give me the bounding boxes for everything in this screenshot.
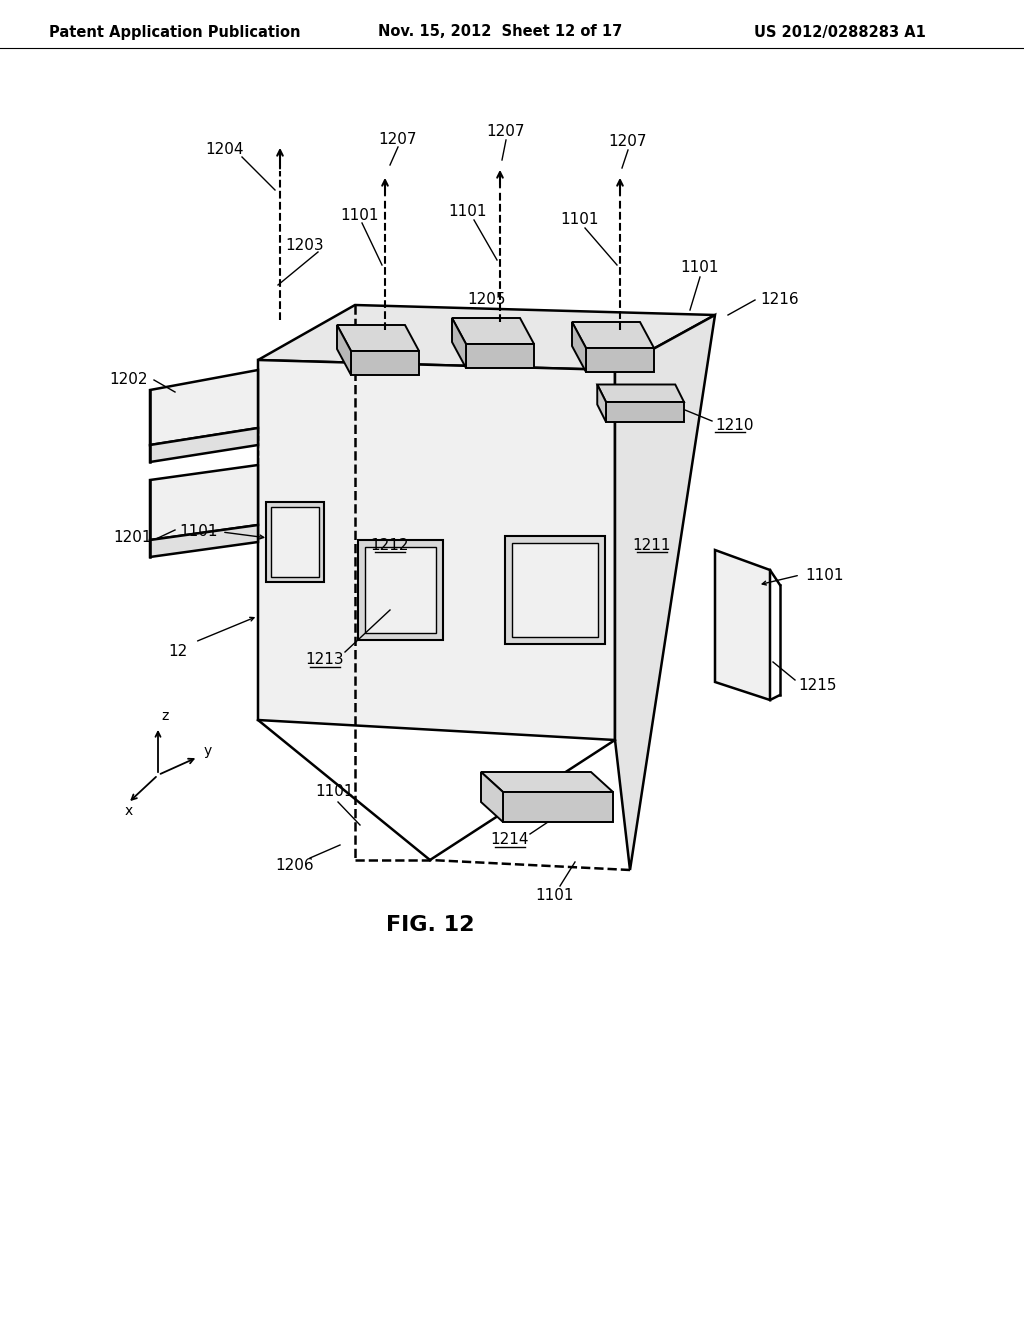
Polygon shape: [466, 345, 534, 368]
Polygon shape: [572, 322, 654, 348]
Polygon shape: [715, 550, 770, 700]
Polygon shape: [452, 318, 534, 345]
Polygon shape: [271, 507, 319, 577]
Polygon shape: [150, 428, 258, 462]
Text: 1214: 1214: [490, 833, 529, 847]
Text: 1205: 1205: [468, 293, 506, 308]
Polygon shape: [337, 325, 419, 351]
Polygon shape: [606, 403, 684, 422]
Text: 1101: 1101: [179, 524, 218, 540]
Polygon shape: [150, 525, 258, 557]
Polygon shape: [615, 315, 715, 870]
Text: 1202: 1202: [110, 372, 148, 388]
Text: x: x: [125, 804, 133, 818]
Polygon shape: [597, 384, 606, 422]
Polygon shape: [266, 502, 324, 582]
Polygon shape: [150, 465, 258, 540]
Polygon shape: [258, 360, 615, 741]
Text: 1212: 1212: [371, 537, 410, 553]
Text: 1206: 1206: [275, 858, 314, 873]
Polygon shape: [365, 546, 435, 634]
Text: 1210: 1210: [715, 417, 754, 433]
Text: 1201: 1201: [114, 531, 152, 545]
Text: 1211: 1211: [633, 537, 672, 553]
Text: 1101: 1101: [449, 205, 487, 219]
Text: 1215: 1215: [798, 677, 837, 693]
Polygon shape: [481, 772, 503, 822]
Text: 1207: 1207: [486, 124, 525, 140]
Text: 1101: 1101: [315, 784, 354, 800]
Text: 1203: 1203: [286, 238, 325, 252]
Polygon shape: [481, 772, 613, 792]
Text: 1101: 1101: [681, 260, 719, 276]
Text: 12: 12: [168, 644, 187, 660]
Polygon shape: [150, 370, 258, 445]
Polygon shape: [452, 318, 466, 368]
Polygon shape: [512, 543, 598, 638]
Polygon shape: [258, 305, 715, 370]
Text: FIG. 12: FIG. 12: [386, 915, 474, 935]
Text: 1207: 1207: [608, 135, 647, 149]
Text: 1101: 1101: [536, 887, 574, 903]
Polygon shape: [503, 792, 613, 822]
Text: US 2012/0288283 A1: US 2012/0288283 A1: [754, 25, 926, 40]
Text: 1213: 1213: [306, 652, 344, 668]
Text: 1101: 1101: [805, 568, 844, 582]
Text: 1207: 1207: [379, 132, 417, 148]
Text: z: z: [161, 709, 168, 723]
Text: 1101: 1101: [561, 213, 599, 227]
Polygon shape: [597, 384, 684, 403]
Polygon shape: [357, 540, 442, 640]
Polygon shape: [505, 536, 605, 644]
Polygon shape: [586, 348, 654, 372]
Text: 1204: 1204: [206, 143, 245, 157]
Text: 1101: 1101: [341, 207, 379, 223]
Text: Patent Application Publication: Patent Application Publication: [49, 25, 301, 40]
Text: Nov. 15, 2012  Sheet 12 of 17: Nov. 15, 2012 Sheet 12 of 17: [378, 25, 623, 40]
Text: 1216: 1216: [760, 293, 799, 308]
Polygon shape: [351, 351, 419, 375]
Polygon shape: [337, 325, 351, 375]
Text: y: y: [204, 744, 212, 758]
Polygon shape: [572, 322, 586, 372]
